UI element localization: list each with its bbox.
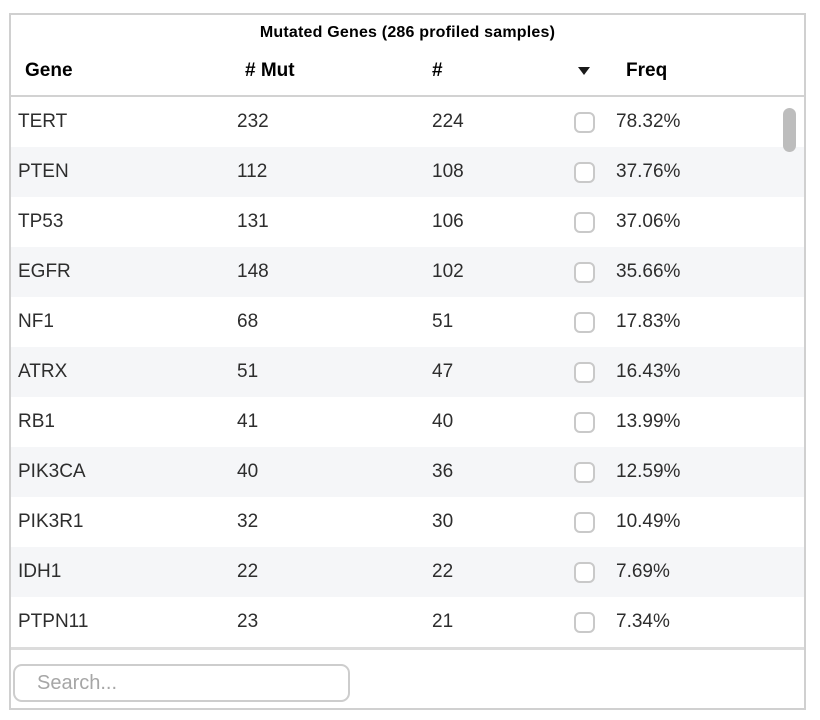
mutation-count: 22 — [237, 561, 259, 582]
mutation-count: 23 — [237, 611, 259, 632]
frequency-value: 13.99% — [616, 411, 681, 432]
gene-name: EGFR — [18, 261, 71, 282]
row-checkbox[interactable] — [574, 561, 595, 583]
row-checkbox[interactable] — [574, 311, 595, 333]
row-checkbox[interactable] — [574, 511, 595, 533]
sample-count: 47 — [432, 361, 454, 382]
row-checkbox[interactable] — [574, 111, 595, 133]
checkbox-cell — [574, 511, 612, 533]
table-row[interactable]: PIK3CA 40 36 12.59% — [11, 447, 804, 497]
gene-name: RB1 — [18, 411, 55, 432]
row-checkbox[interactable] — [574, 161, 595, 183]
checkbox-cell — [574, 161, 612, 183]
mutation-count: 232 — [237, 111, 269, 132]
gene-name: PTEN — [18, 161, 69, 182]
gene-name: ATRX — [18, 361, 68, 382]
frequency-value: 78.32% — [616, 111, 681, 132]
gene-name: PIK3CA — [18, 461, 86, 482]
mutation-count: 112 — [237, 161, 268, 182]
table-row[interactable]: TERT 232 224 78.32% — [11, 97, 804, 147]
checkbox-cell — [574, 461, 612, 483]
gene-name: PIK3R1 — [18, 511, 84, 532]
table-title: Mutated Genes (286 profiled samples) — [259, 24, 556, 41]
sort-column-header[interactable] — [574, 67, 612, 75]
table-row[interactable]: PTPN11 23 21 7.34% — [11, 597, 804, 647]
table-body: TERT 232 224 78.32% PTEN 112 108 37.76% … — [11, 97, 804, 647]
frequency-value: 16.43% — [616, 361, 681, 382]
table-rows: TERT 232 224 78.32% PTEN 112 108 37.76% … — [11, 97, 804, 647]
table-row[interactable]: PTEN 112 108 37.76% — [11, 147, 804, 197]
sample-count: 51 — [432, 311, 454, 332]
gene-name: TERT — [18, 111, 68, 132]
sample-count: 30 — [432, 511, 454, 532]
table-row[interactable]: RB1 41 40 13.99% — [11, 397, 804, 447]
sample-count: 36 — [432, 461, 454, 482]
checkbox-cell — [574, 561, 612, 583]
row-checkbox[interactable] — [574, 411, 595, 433]
gene-name: NF1 — [18, 311, 54, 332]
table-row[interactable]: IDH1 22 22 7.69% — [11, 547, 804, 597]
gene-name: PTPN11 — [18, 611, 89, 632]
checkbox-cell — [574, 361, 612, 383]
mutated-genes-table: Mutated Genes (286 profiled samples) Gen… — [9, 13, 806, 710]
table-row[interactable]: EGFR 148 102 35.66% — [11, 247, 804, 297]
mutation-count: 41 — [237, 411, 259, 432]
column-header-freq[interactable]: Freq — [626, 60, 668, 81]
table-row[interactable]: PIK3R1 32 30 10.49% — [11, 497, 804, 547]
row-checkbox[interactable] — [574, 361, 595, 383]
mutation-count: 32 — [237, 511, 259, 532]
mutation-count: 51 — [237, 361, 259, 382]
mutation-count: 68 — [237, 311, 259, 332]
sample-count: 102 — [432, 261, 464, 282]
frequency-value: 7.34% — [616, 611, 670, 632]
mutation-count: 40 — [237, 461, 259, 482]
mutation-count: 131 — [237, 211, 269, 232]
checkbox-cell — [574, 261, 612, 283]
frequency-value: 35.66% — [616, 261, 681, 282]
checkbox-cell — [574, 211, 612, 233]
table-footer-divider — [11, 647, 804, 650]
scrollbar-thumb[interactable] — [783, 108, 796, 152]
frequency-value: 12.59% — [616, 461, 681, 482]
sample-count: 21 — [432, 611, 454, 632]
table-row[interactable]: TP53 131 106 37.06% — [11, 197, 804, 247]
sample-count: 22 — [432, 561, 454, 582]
frequency-value: 37.76% — [616, 161, 681, 182]
row-checkbox[interactable] — [574, 211, 595, 233]
checkbox-cell — [574, 411, 612, 433]
checkbox-cell — [574, 611, 612, 633]
search-panel — [11, 664, 804, 708]
checkbox-cell — [574, 311, 612, 333]
sample-count: 106 — [432, 211, 464, 232]
gene-name: IDH1 — [18, 561, 62, 582]
table-row[interactable]: ATRX 51 47 16.43% — [11, 347, 804, 397]
table-row[interactable]: NF1 68 51 17.83% — [11, 297, 804, 347]
sort-descending-icon — [578, 67, 590, 75]
column-header-mut[interactable]: # Mut — [245, 60, 295, 81]
frequency-value: 37.06% — [616, 211, 681, 232]
gene-name: TP53 — [18, 211, 64, 232]
search-input[interactable] — [13, 664, 350, 702]
row-checkbox[interactable] — [574, 461, 595, 483]
sample-count: 224 — [432, 111, 464, 132]
frequency-value: 10.49% — [616, 511, 681, 532]
table-header-row: Gene # Mut # Freq — [11, 47, 804, 97]
row-checkbox[interactable] — [574, 261, 595, 283]
sample-count: 40 — [432, 411, 454, 432]
column-header-gene[interactable]: Gene — [25, 60, 73, 81]
row-checkbox[interactable] — [574, 611, 595, 633]
column-header-count[interactable]: # — [432, 60, 443, 81]
mutation-count: 148 — [237, 261, 269, 282]
frequency-value: 17.83% — [616, 311, 681, 332]
frequency-value: 7.69% — [616, 561, 670, 582]
sample-count: 108 — [432, 161, 464, 182]
checkbox-cell — [574, 111, 612, 133]
